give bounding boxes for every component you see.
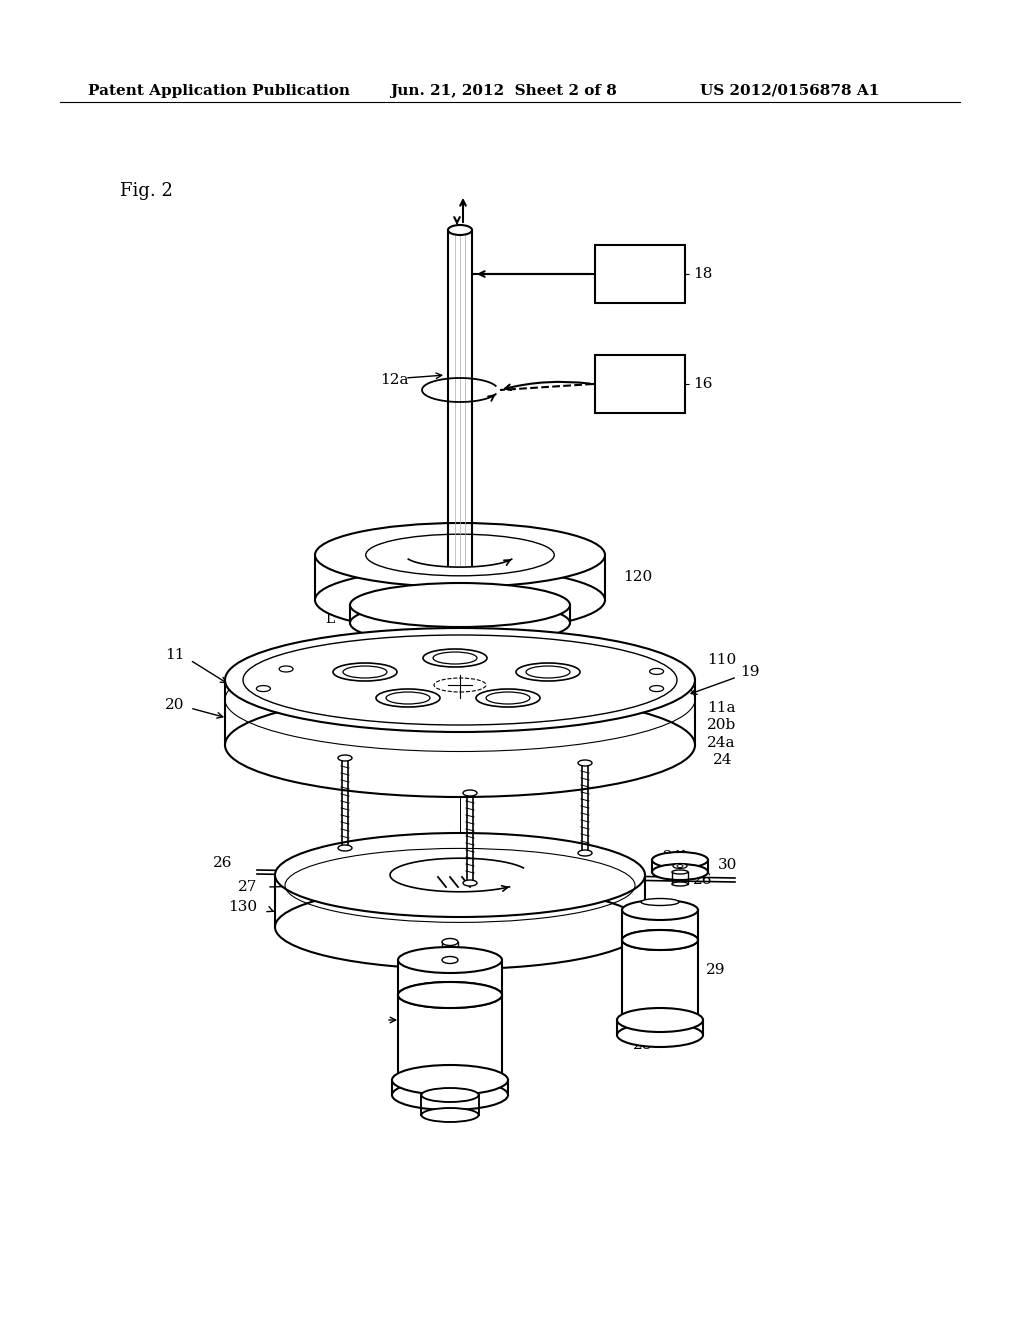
Ellipse shape xyxy=(350,601,570,645)
Ellipse shape xyxy=(622,931,698,950)
Ellipse shape xyxy=(449,224,472,235)
Text: 26: 26 xyxy=(693,873,713,887)
Polygon shape xyxy=(315,554,605,601)
Text: 20: 20 xyxy=(165,698,184,711)
Ellipse shape xyxy=(641,899,679,906)
Text: 19: 19 xyxy=(740,665,760,678)
Ellipse shape xyxy=(652,851,708,869)
Ellipse shape xyxy=(350,583,570,627)
Text: US 2012/0156878 A1: US 2012/0156878 A1 xyxy=(700,84,880,98)
Ellipse shape xyxy=(225,693,695,797)
Ellipse shape xyxy=(617,1008,703,1032)
Ellipse shape xyxy=(422,1088,478,1102)
Text: Patent Application Publication: Patent Application Publication xyxy=(88,84,350,98)
Ellipse shape xyxy=(442,939,458,945)
Polygon shape xyxy=(398,995,502,1080)
Ellipse shape xyxy=(315,568,605,632)
Text: 27: 27 xyxy=(238,880,257,894)
Ellipse shape xyxy=(315,523,605,587)
Ellipse shape xyxy=(275,884,645,969)
Text: 29: 29 xyxy=(706,964,725,977)
Text: 26: 26 xyxy=(213,855,232,870)
Ellipse shape xyxy=(652,865,708,880)
Text: 130: 130 xyxy=(228,900,257,913)
Ellipse shape xyxy=(649,685,664,692)
Polygon shape xyxy=(622,909,698,940)
Text: 110: 110 xyxy=(707,653,736,667)
Polygon shape xyxy=(398,960,502,995)
Ellipse shape xyxy=(463,789,477,796)
Text: 11a: 11a xyxy=(707,701,735,715)
Text: 16: 16 xyxy=(693,378,713,391)
Ellipse shape xyxy=(463,880,477,886)
Ellipse shape xyxy=(398,1067,502,1093)
Text: 24: 24 xyxy=(713,752,732,767)
Polygon shape xyxy=(392,1080,508,1096)
Ellipse shape xyxy=(422,1107,478,1122)
Ellipse shape xyxy=(578,850,592,855)
Ellipse shape xyxy=(398,946,502,973)
Ellipse shape xyxy=(398,982,502,1008)
Ellipse shape xyxy=(622,931,698,950)
Ellipse shape xyxy=(673,863,687,869)
Ellipse shape xyxy=(578,760,592,766)
Polygon shape xyxy=(622,940,698,1020)
Ellipse shape xyxy=(672,882,688,886)
Text: 120: 120 xyxy=(623,570,652,583)
Text: 17: 17 xyxy=(416,1012,435,1027)
Text: Fig. 2: Fig. 2 xyxy=(120,182,173,201)
Ellipse shape xyxy=(392,1080,508,1110)
Ellipse shape xyxy=(617,1023,703,1047)
Ellipse shape xyxy=(398,982,502,1008)
Text: 20b: 20b xyxy=(707,718,736,733)
Text: 24b: 24b xyxy=(663,850,692,865)
Ellipse shape xyxy=(256,685,270,692)
Ellipse shape xyxy=(622,900,698,920)
Ellipse shape xyxy=(338,755,352,762)
Polygon shape xyxy=(350,605,570,623)
Ellipse shape xyxy=(275,833,645,917)
Ellipse shape xyxy=(225,628,695,733)
Bar xyxy=(595,355,685,413)
Text: 28: 28 xyxy=(633,1038,652,1052)
Ellipse shape xyxy=(280,667,293,672)
Polygon shape xyxy=(422,1096,478,1115)
Text: 24a: 24a xyxy=(707,737,735,750)
Text: 30: 30 xyxy=(718,858,737,873)
Ellipse shape xyxy=(392,1065,508,1096)
Text: L: L xyxy=(326,612,335,626)
Polygon shape xyxy=(617,1020,703,1035)
Ellipse shape xyxy=(622,1010,698,1030)
Text: 18: 18 xyxy=(693,267,713,281)
Text: e: e xyxy=(327,601,335,614)
Bar xyxy=(595,246,685,304)
Ellipse shape xyxy=(442,957,458,964)
Text: 11: 11 xyxy=(165,648,184,663)
Ellipse shape xyxy=(338,845,352,851)
Text: 17a: 17a xyxy=(407,942,435,957)
Text: 12a: 12a xyxy=(380,374,409,387)
Text: Jun. 21, 2012  Sheet 2 of 8: Jun. 21, 2012 Sheet 2 of 8 xyxy=(390,84,616,98)
Ellipse shape xyxy=(672,870,688,874)
Ellipse shape xyxy=(649,668,664,675)
